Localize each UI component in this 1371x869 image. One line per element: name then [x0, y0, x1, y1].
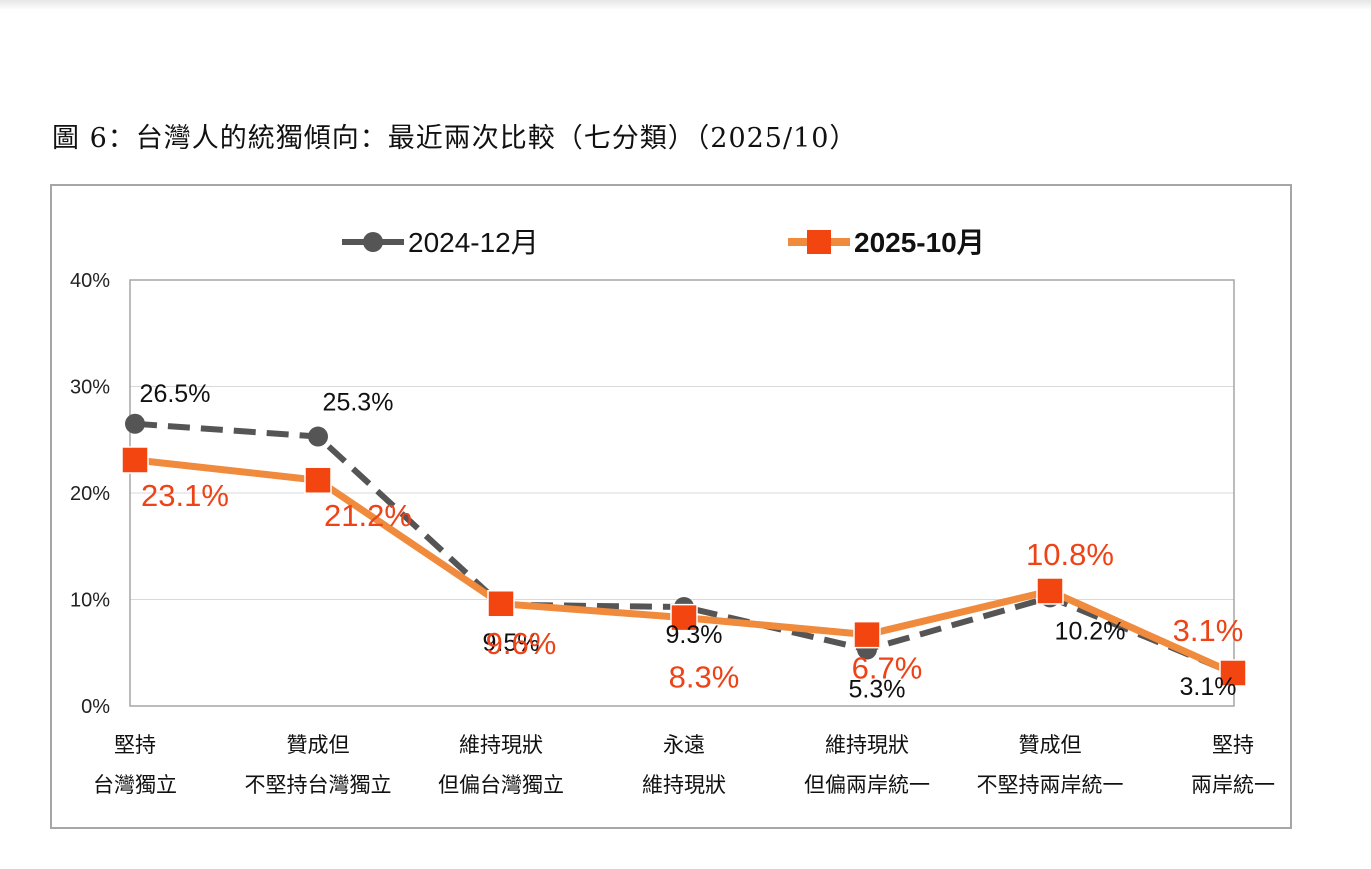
x-tick-label: 不堅持台灣獨立	[245, 773, 392, 797]
data-label-2025-10: 21.2%	[324, 498, 412, 533]
series-point-2025-10	[670, 603, 698, 632]
series-point-2025-10	[1219, 659, 1247, 687]
x-tick-label: 台灣獨立	[93, 773, 177, 797]
y-tick-label: 20%	[70, 483, 110, 505]
data-label-2024-12: 10.2%	[1055, 617, 1126, 645]
x-tick-label: 維持現狀	[459, 733, 543, 757]
x-tick-label: 維持現狀	[642, 773, 726, 797]
series-point-2024-12	[308, 426, 328, 447]
data-label-2025-10: 8.3%	[669, 660, 740, 695]
data-label-2025-10: 6.7%	[852, 651, 923, 686]
plot-area-border	[129, 279, 1235, 707]
top-strip	[0, 0, 1371, 10]
data-label-2024-12: 5.3%	[849, 676, 906, 704]
x-tick-label: 兩岸統一	[1191, 773, 1275, 797]
legend-marker-2024-12	[363, 232, 383, 252]
data-label-2024-12: 25.3%	[323, 389, 394, 417]
data-label-2025-10: 10.8%	[1026, 537, 1114, 572]
series-point-2025-10	[853, 620, 881, 649]
data-label-2024-12: 9.3%	[666, 621, 723, 649]
x-tick-label: 贊成但	[287, 733, 350, 757]
data-label-2024-12: 3.1%	[1180, 673, 1237, 701]
x-tick-label: 維持現狀	[825, 733, 909, 757]
x-tick-label: 贊成但	[1019, 733, 1082, 757]
legend-label-2024-12: 2024-12月	[408, 227, 539, 258]
y-tick-label: 40%	[70, 270, 110, 292]
series-point-2025-10	[487, 590, 515, 618]
series-point-2024-12	[125, 413, 145, 434]
y-tick-label: 10%	[70, 590, 110, 612]
data-label-2025-10: 23.1%	[141, 478, 229, 513]
x-tick-label: 永遠	[663, 733, 705, 757]
y-tick-label: 30%	[70, 377, 110, 399]
data-label-2024-12: 26.5%	[140, 380, 211, 408]
chart-frame	[50, 184, 1292, 829]
series-point-2025-10	[304, 466, 332, 494]
figure-title: 圖 6：台灣人的統獨傾向：最近兩次比較（七分類）（2025/10）	[52, 123, 858, 154]
x-tick-label: 堅持	[1212, 733, 1254, 757]
data-label-2025-10: 3.1%	[1173, 613, 1244, 648]
x-tick-label: 但偏台灣獨立	[438, 773, 564, 797]
x-tick-label: 堅持	[114, 733, 156, 757]
data-label-2024-12: 9.5%	[483, 629, 540, 657]
legend-marker-2025-10	[807, 230, 831, 254]
series-point-2025-10	[1036, 577, 1064, 605]
series-point-2025-10	[121, 446, 149, 474]
x-tick-label: 但偏兩岸統一	[804, 773, 930, 797]
y-tick-label: 0%	[81, 696, 110, 718]
data-label-2025-10: 9.6%	[486, 626, 557, 661]
x-tick-label: 不堅持兩岸統一	[977, 773, 1124, 797]
legend-label-2025-10: 2025-10月	[854, 227, 985, 258]
